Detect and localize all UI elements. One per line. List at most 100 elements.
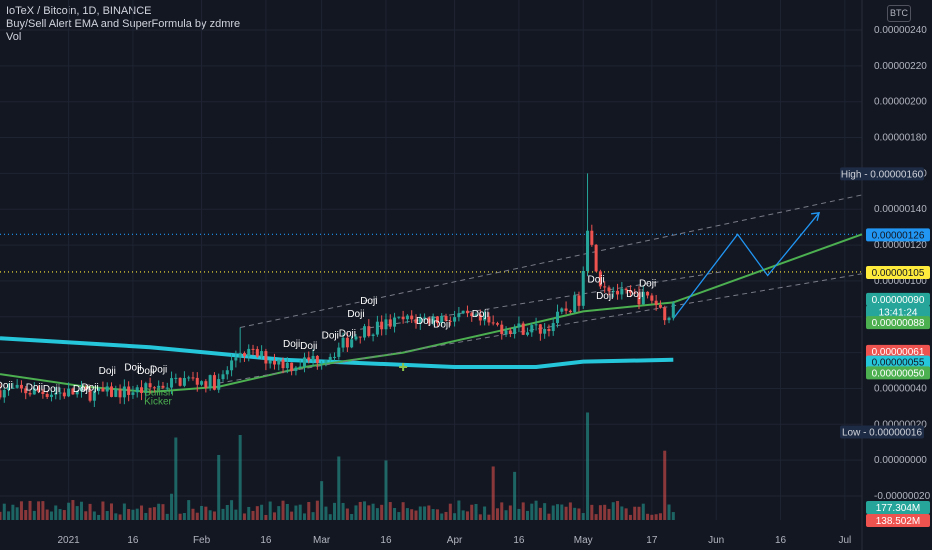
candle-body — [654, 300, 658, 305]
volume-bar — [32, 510, 36, 520]
volume-bar — [423, 506, 427, 520]
volume-bar — [157, 503, 161, 520]
candle-body — [260, 351, 264, 357]
candle-body — [598, 271, 602, 287]
chart-legend: IoTeX / Bitcoin, 1D, BINANCE Buy/Sell Al… — [6, 5, 240, 44]
candle-body — [234, 357, 238, 361]
candle-body — [19, 384, 23, 389]
volume-bar — [397, 512, 401, 520]
volume-bar — [603, 504, 607, 520]
price-tag-bg — [866, 265, 930, 279]
time-axis[interactable]: 2021 16 Feb 16 Mar 16 Apr 16 May 17 Jun 16 Jul — [57, 535, 851, 546]
volume-bar — [491, 466, 495, 520]
volume-bar — [320, 481, 324, 520]
candle-body — [465, 310, 469, 314]
volume-bar — [71, 500, 75, 520]
candle-body — [11, 387, 15, 389]
y-tick-label: -0.00000020 — [874, 491, 931, 502]
volume-bar — [290, 511, 294, 520]
volume-bar — [217, 454, 221, 520]
x-tick-label: 2021 — [57, 535, 80, 546]
volume-bar — [371, 503, 375, 520]
doji-label: Doji — [124, 363, 141, 374]
candle-body — [491, 322, 495, 324]
price-tag-bg — [866, 514, 930, 527]
x-tick-label: May — [574, 535, 593, 546]
volume-bar — [242, 513, 246, 520]
candle-body — [637, 293, 641, 305]
candle-body — [238, 353, 242, 358]
candle-body — [272, 360, 276, 365]
candle-body — [388, 319, 392, 327]
candle-body — [487, 316, 491, 323]
candle-body — [268, 360, 272, 364]
volume-bar — [298, 504, 302, 520]
volume-bar — [15, 507, 19, 520]
volume-bar — [401, 502, 405, 520]
volume-bar — [483, 506, 487, 520]
candle-body — [157, 385, 161, 388]
price-tag-label: 177.304M — [876, 503, 920, 514]
price-tag-label: 0.00000090 — [872, 295, 925, 306]
price-tag-bg — [866, 292, 930, 306]
candle-body — [358, 336, 362, 338]
candle-body — [611, 290, 615, 292]
volume-bar — [251, 510, 255, 520]
price-tag: 13:41:24 — [866, 305, 930, 319]
symbol-title[interactable]: IoTeX / Bitcoin, 1D, BINANCE — [6, 5, 152, 17]
candle-body — [538, 324, 542, 334]
candle-body — [431, 316, 435, 323]
volume-bar — [341, 502, 345, 520]
candle-body — [371, 334, 375, 336]
candle-body — [54, 393, 58, 395]
candle-body — [375, 321, 379, 335]
volume-bar — [294, 505, 298, 520]
projection-arrowhead — [811, 212, 820, 221]
volume-bar — [457, 500, 461, 520]
volume-bar — [212, 511, 216, 520]
annotations: DojiDojiDojiDojiDojiDojiDojiDojiDojiDoji… — [0, 275, 656, 408]
price-tag-bg — [866, 305, 930, 319]
candle-body — [131, 392, 135, 395]
candle-body — [367, 326, 371, 336]
doji-label: Doji — [26, 382, 43, 393]
volume-bar — [663, 450, 667, 520]
volume-bar — [208, 510, 212, 520]
candle-body — [49, 394, 53, 397]
volume-bar — [388, 502, 392, 520]
candle-body — [62, 392, 66, 397]
candle-body — [560, 308, 564, 312]
candle-body — [393, 317, 397, 327]
volume-bar — [49, 511, 53, 520]
candle-body — [363, 326, 367, 338]
currency-button[interactable]: BTC — [887, 5, 911, 22]
candle-body — [590, 230, 594, 245]
volume-bar — [380, 504, 384, 520]
candle-body — [37, 388, 41, 392]
volume-bar — [204, 506, 208, 520]
volume-bar — [135, 508, 139, 520]
doji-label: Doji — [596, 291, 613, 302]
volume-bar — [28, 500, 32, 520]
x-tick-label: Apr — [447, 535, 463, 546]
candle-body — [397, 316, 401, 318]
indicator-title[interactable]: Buy/Sell Alert EMA and SuperFormula by z… — [6, 18, 241, 30]
volume-bar — [170, 493, 174, 520]
volume-bar — [534, 500, 538, 520]
doji-label: Doji — [416, 316, 433, 327]
volume-bar — [88, 503, 92, 520]
price-tag-label: 0.00000088 — [872, 318, 925, 329]
volume-bar — [581, 513, 585, 520]
candle-body — [191, 377, 195, 379]
volume-title[interactable]: Vol — [6, 31, 22, 43]
volume-bar — [345, 508, 349, 520]
volume-bar — [79, 501, 83, 520]
volume-bar — [431, 509, 435, 520]
volume-bar — [122, 503, 126, 520]
pattern-label: Kicker — [144, 397, 172, 408]
candle-body — [148, 383, 152, 388]
candle-body — [513, 327, 517, 335]
candle-body — [101, 388, 105, 392]
candle-body — [646, 291, 650, 296]
